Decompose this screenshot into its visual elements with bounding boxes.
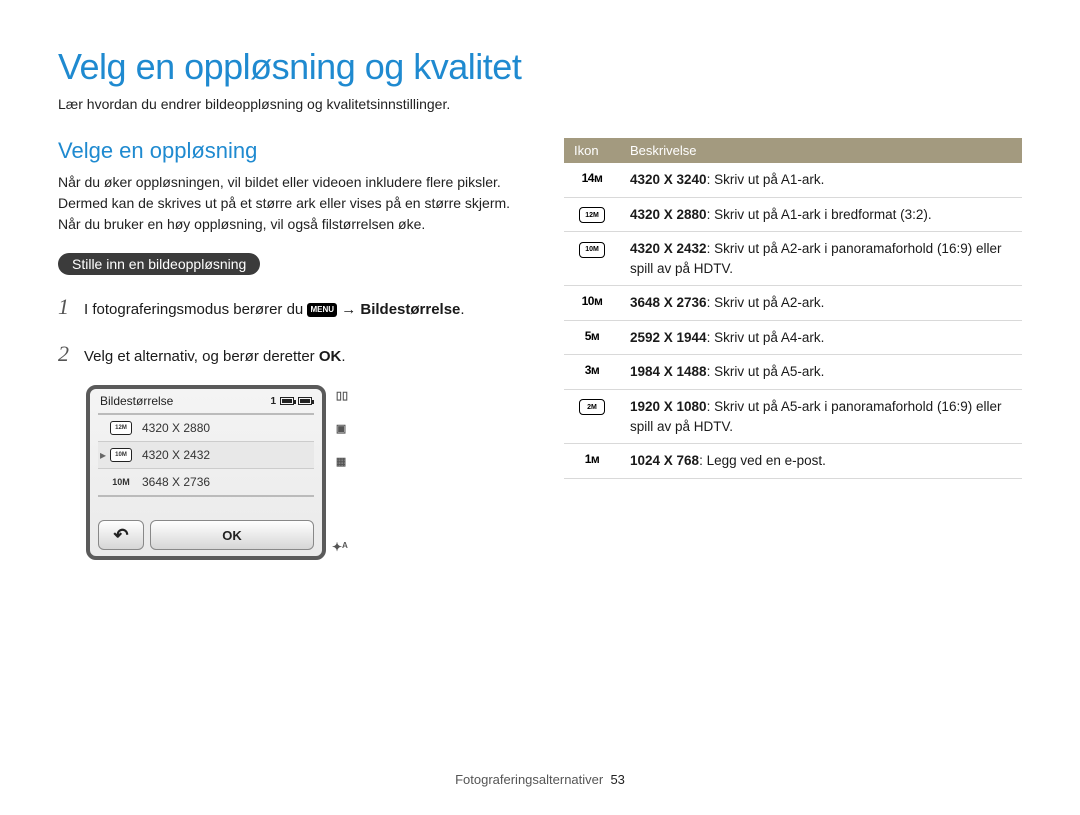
resolution-options: 12M 4320 X 2880 10M 4320 X 2432 10M 3648… (98, 413, 314, 497)
mock-title: Bildestørrelse (100, 394, 173, 408)
res-12m-icon: 12M (110, 421, 132, 435)
icon-cell: 1ᴍ (564, 444, 620, 479)
left-column: Velge en oppløsning Når du øker oppløsni… (58, 138, 516, 560)
desc-cell: 1920 X 1080: Skriv ut på A5-ark i panora… (620, 389, 1022, 443)
resolution-value: 4320 X 2432 (630, 241, 707, 256)
ok-button[interactable]: OK (150, 520, 314, 550)
menu-icon: MENU (307, 303, 337, 317)
footer-section: Fotograferingsalternativer (455, 772, 603, 787)
desc-cell: 3648 X 2736: Skriv ut på A2-ark. (620, 286, 1022, 321)
step-list: 1 I fotograferingsmodus berører du MENU … (58, 289, 516, 371)
page-footer: Fotograferingsalternativer 53 (0, 772, 1080, 787)
list-item[interactable]: 10M 3648 X 2736 (98, 469, 314, 495)
ok-icon: OK (319, 348, 342, 365)
step-number: 1 (58, 289, 84, 324)
list-item[interactable]: 12M 4320 X 2880 (98, 415, 314, 442)
battery-icon (298, 397, 312, 405)
step-1: 1 I fotograferingsmodus berører du MENU … (58, 289, 516, 324)
page-number: 53 (610, 772, 624, 787)
desc-cell: 4320 X 2432: Skriv ut på A2-ark i panora… (620, 232, 1022, 286)
step-number: 2 (58, 336, 84, 371)
desc-cell: 4320 X 3240: Skriv ut på A1-ark. (620, 163, 1022, 197)
icon-cell: 10M (564, 232, 620, 286)
table-row: 10ᴍ 3648 X 2736: Skriv ut på A2-ark. (564, 286, 1022, 321)
resolution-value: 1024 X 768 (630, 453, 699, 468)
count-indicator: 1 (270, 396, 276, 407)
page-title: Velg en oppløsning og kvalitet (58, 46, 1022, 88)
table-row: 3ᴍ 1984 X 1488: Skriv ut på A5-ark. (564, 355, 1022, 390)
desc-cell: 2592 X 1944: Skriv ut på A4-ark. (620, 320, 1022, 355)
resolution-desc: : Skriv ut på A1-ark i bredformat (3:2). (707, 207, 932, 222)
table-row: 10M 4320 X 2432: Skriv ut på A2-ark i pan… (564, 232, 1022, 286)
page-subtitle: Lær hvordan du endrer bildeoppløsning og… (58, 96, 1022, 112)
procedure-pill: Stille inn en bildeoppløsning (58, 253, 260, 275)
camera-screenshot: Bildestørrelse 1 12M 4320 X 2880 10M 432… (86, 385, 376, 560)
resolution-icon: 3ᴍ (585, 363, 600, 377)
resolution-desc: : Skriv ut på A5-ark. (707, 364, 825, 379)
indicator-icon: ▣ (336, 422, 348, 435)
option-label: 4320 X 2880 (142, 421, 210, 435)
option-label: 4320 X 2432 (142, 448, 210, 462)
desc-cell: 4320 X 2880: Skriv ut på A1-ark i bredfo… (620, 197, 1022, 232)
resolution-desc: : Skriv ut på A1-ark. (707, 172, 825, 187)
resolution-value: 1920 X 1080 (630, 399, 707, 414)
step-2: 2 Velg et alternativ, og berør deretter … (58, 336, 516, 371)
step2-dot: . (341, 348, 345, 365)
desc-cell: 1984 X 1488: Skriv ut på A5-ark. (620, 355, 1022, 390)
intro-paragraph: Når du øker oppløsningen, vil bildet ell… (58, 172, 516, 235)
resolution-value: 3648 X 2736 (630, 295, 707, 310)
icon-cell: 14ᴍ (564, 163, 620, 197)
flash-auto-icon: ✦ᴬ (332, 540, 348, 554)
resolution-table: Ikon Beskrivelse 14ᴍ4320 X 3240: Skriv u… (564, 138, 1022, 479)
resolution-desc: : Legg ved en e-post. (699, 453, 826, 468)
battery-icon (280, 397, 294, 405)
resolution-desc: : Skriv ut på A4-ark. (707, 330, 825, 345)
resolution-value: 4320 X 2880 (630, 207, 707, 222)
table-row: 14ᴍ 4320 X 3240: Skriv ut på A1-ark. (564, 163, 1022, 197)
res-10m-icon: 10M (110, 477, 132, 487)
col-header-desc: Beskrivelse (620, 138, 1022, 163)
icon-cell: 10ᴍ (564, 286, 620, 321)
step2-text-a: Velg et alternativ, og berør deretter (84, 348, 319, 365)
resolution-icon: 14ᴍ (582, 171, 603, 185)
indicator-icon: ▦ (336, 455, 348, 468)
back-button[interactable]: ↶ (98, 520, 144, 550)
table-row: 5ᴍ 2592 X 1944: Skriv ut på A4-ark. (564, 320, 1022, 355)
resolution-desc: : Skriv ut på A2-ark. (707, 295, 825, 310)
icon-cell: 3ᴍ (564, 355, 620, 390)
side-indicators: ▯▯ ▣ ▦ (336, 385, 348, 468)
lcd-screen: Bildestørrelse 1 12M 4320 X 2880 10M 432… (86, 385, 326, 560)
step1-text-a: I fotograferingsmodus berører du (84, 301, 307, 318)
step1-setting: Bildestørrelse (360, 301, 460, 318)
col-header-icon: Ikon (564, 138, 620, 163)
table-row: 1ᴍ 1024 X 768: Legg ved en e-post. (564, 444, 1022, 479)
step1-dot: . (460, 301, 464, 318)
resolution-value: 4320 X 3240 (630, 172, 707, 187)
icon-cell: 12M (564, 197, 620, 232)
table-row: 2M 1920 X 1080: Skriv ut på A5-ark i pano… (564, 389, 1022, 443)
desc-cell: 1024 X 768: Legg ved en e-post. (620, 444, 1022, 479)
resolution-icon: 1ᴍ (585, 452, 600, 466)
indicator-icon: ▯▯ (336, 389, 348, 402)
table-row: 12M 4320 X 2880: Skriv ut på A1-ark i bre… (564, 197, 1022, 232)
resolution-icon: 12M (579, 207, 605, 223)
list-item[interactable]: 10M 4320 X 2432 (98, 442, 314, 469)
resolution-value: 2592 X 1944 (630, 330, 707, 345)
res-10m-wide-icon: 10M (110, 448, 132, 462)
option-label: 3648 X 2736 (142, 475, 210, 489)
icon-cell: 2M (564, 389, 620, 443)
resolution-icon: 5ᴍ (585, 329, 600, 343)
resolution-icon: 10ᴍ (582, 294, 603, 308)
step1-arrow: → (341, 301, 360, 318)
icon-cell: 5ᴍ (564, 320, 620, 355)
status-bar: 1 (270, 396, 312, 407)
right-column: Ikon Beskrivelse 14ᴍ4320 X 3240: Skriv u… (564, 138, 1022, 560)
section-heading: Velge en oppløsning (58, 138, 516, 164)
resolution-icon: 10M (579, 242, 605, 258)
resolution-icon: 2M (579, 399, 605, 415)
resolution-value: 1984 X 1488 (630, 364, 707, 379)
